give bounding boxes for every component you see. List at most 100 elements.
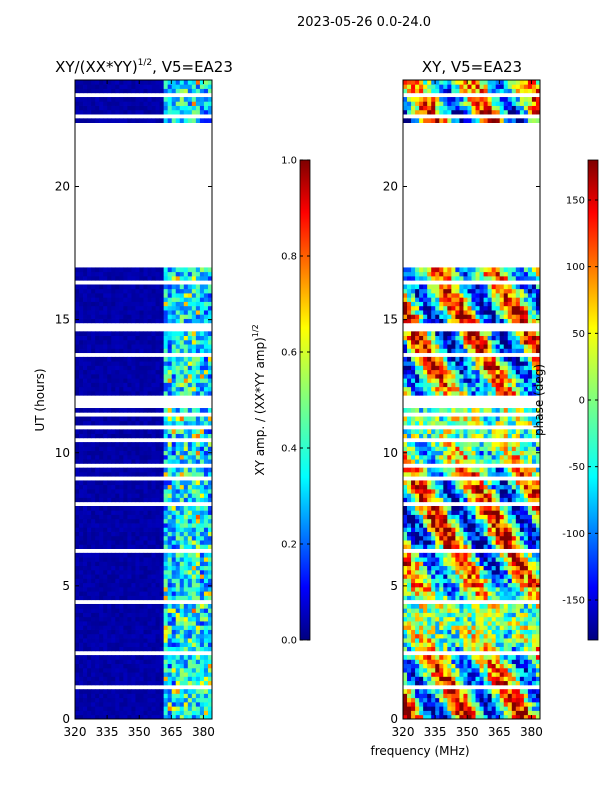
amp-heatmap-cell (179, 450, 185, 456)
amp-heatmap-cell (195, 578, 201, 584)
amp-heatmap-cell (187, 557, 193, 562)
amp-heatmap-cell (139, 314, 144, 319)
amp-heatmap-cell (79, 514, 84, 520)
amp-heatmap-row (75, 446, 213, 452)
phase-heatmap-cell (527, 710, 533, 716)
phase-heatmap-cell (523, 578, 529, 584)
amp-heatmap-cell (179, 484, 185, 490)
amp-heatmap-cell (79, 510, 84, 515)
phase-heatmap-cell (423, 680, 428, 686)
amp-heatmap-cell (91, 386, 96, 392)
amp-heatmap-cell (135, 612, 140, 618)
amp-heatmap-cell (75, 284, 80, 290)
amp-heatmap-cell (195, 118, 201, 123)
phase-heatmap-cell (463, 638, 468, 643)
amp-heatmap-cell (87, 331, 92, 336)
phase-heatmap-cell (531, 663, 537, 669)
amp-heatmap-cell (79, 595, 84, 601)
phase-heatmap-cell (515, 591, 521, 596)
phase-heatmap-cell (415, 676, 420, 682)
amp-heatmap-row (75, 454, 213, 460)
amp-heatmap-cell (143, 642, 148, 647)
phase-heatmap-cell (459, 561, 464, 567)
amp-heatmap-cell (187, 680, 193, 686)
phase-heatmap-row (403, 689, 541, 694)
phase-heatmap-cell (475, 714, 480, 720)
amp-heatmap-cell (111, 471, 116, 477)
amp-heatmap-cell (147, 318, 152, 324)
amp-heatmap-cell (91, 518, 96, 524)
amp-heatmap-cell (95, 344, 100, 349)
phase-heatmap-cell (507, 629, 513, 635)
phase-heatmap-cell (447, 544, 452, 549)
amp-heatmap-cell (91, 672, 96, 677)
phase-heatmap-cell (443, 603, 448, 609)
amp-heatmap-row (75, 420, 213, 426)
amp-heatmap-cell (151, 667, 156, 673)
phase-heatmap-cell (467, 667, 472, 673)
phase-heatmap-cell (411, 680, 416, 686)
phase-heatmap-cell (415, 646, 420, 652)
phase-heatmap-cell (531, 676, 537, 682)
amp-heatmap-cell (159, 467, 165, 473)
phase-heatmap-cell (483, 523, 489, 528)
phase-heatmap-cell (511, 612, 517, 618)
amp-heatmap-cell (167, 284, 173, 290)
amp-heatmap-cell (167, 544, 173, 549)
phase-heatmap-cell (463, 586, 468, 592)
amp-heatmap-cell (147, 454, 152, 460)
amp-heatmap-cell (179, 429, 185, 434)
phase-heatmap-cell (495, 659, 501, 665)
phase-heatmap-cell (523, 633, 529, 639)
amp-heatmap-cell (135, 420, 140, 426)
amp-heatmap-row (75, 591, 213, 596)
amp-heatmap-cell (175, 339, 181, 345)
amp-heatmap-cell (103, 561, 108, 567)
amp-heatmap-cell (135, 642, 140, 647)
phase-heatmap-cell (439, 531, 444, 537)
amp-heatmap-cell (95, 459, 100, 464)
amp-heatmap-cell (75, 582, 80, 588)
amp-heatmap-cell (207, 339, 213, 345)
amp-heatmap-cell (91, 314, 96, 319)
amp-heatmap-cell (111, 480, 116, 486)
phase-heatmap-cell (515, 565, 521, 571)
phase-heatmap-cell (459, 527, 464, 532)
amp-heatmap-cell (135, 386, 140, 392)
amp-heatmap-cell (95, 331, 100, 336)
amp-heatmap-cell (143, 557, 148, 562)
amp-heatmap-cell (199, 97, 205, 102)
phase-heatmap-cell (451, 586, 456, 592)
amp-heatmap-cell (171, 361, 177, 366)
amp-heatmap-cell (207, 390, 213, 396)
phase-heatmap-cell (495, 586, 501, 592)
amp-heatmap-cell (147, 552, 152, 558)
amp-heatmap-cell (79, 454, 84, 460)
amp-heatmap-cell (103, 540, 108, 545)
amp-heatmap-cell (191, 446, 197, 452)
amp-heatmap-cell (203, 373, 209, 379)
phase-heatmap-cell (463, 540, 468, 545)
amp-heatmap-cell (111, 506, 116, 511)
phase-heatmap-cell (499, 612, 505, 618)
amp-heatmap-cell (163, 454, 169, 460)
amp-heatmap-cell (119, 305, 124, 311)
amp-heatmap-cell (111, 633, 116, 639)
amp-heatmap-cell (111, 88, 116, 94)
amp-heatmap-cell (75, 288, 80, 294)
amp-heatmap-cell (135, 693, 140, 699)
amp-heatmap-cell (159, 701, 165, 707)
amp-heatmap-cell (175, 540, 181, 545)
amp-heatmap-cell (127, 646, 132, 652)
amp-heatmap-cell (187, 488, 193, 494)
phase-heatmap-cell (479, 676, 484, 682)
amp-heatmap-cell (107, 672, 112, 677)
amp-heatmap-cell (107, 693, 112, 699)
amp-heatmap-cell (171, 297, 177, 302)
phase-heatmap-cell (423, 629, 428, 635)
phase-heatmap-cell (435, 514, 440, 520)
amp-heatmap-cell (91, 101, 96, 106)
amp-heatmap-cell (171, 697, 177, 703)
phase-heatmap-row (403, 659, 541, 665)
phase-heatmap-cell (415, 574, 420, 579)
